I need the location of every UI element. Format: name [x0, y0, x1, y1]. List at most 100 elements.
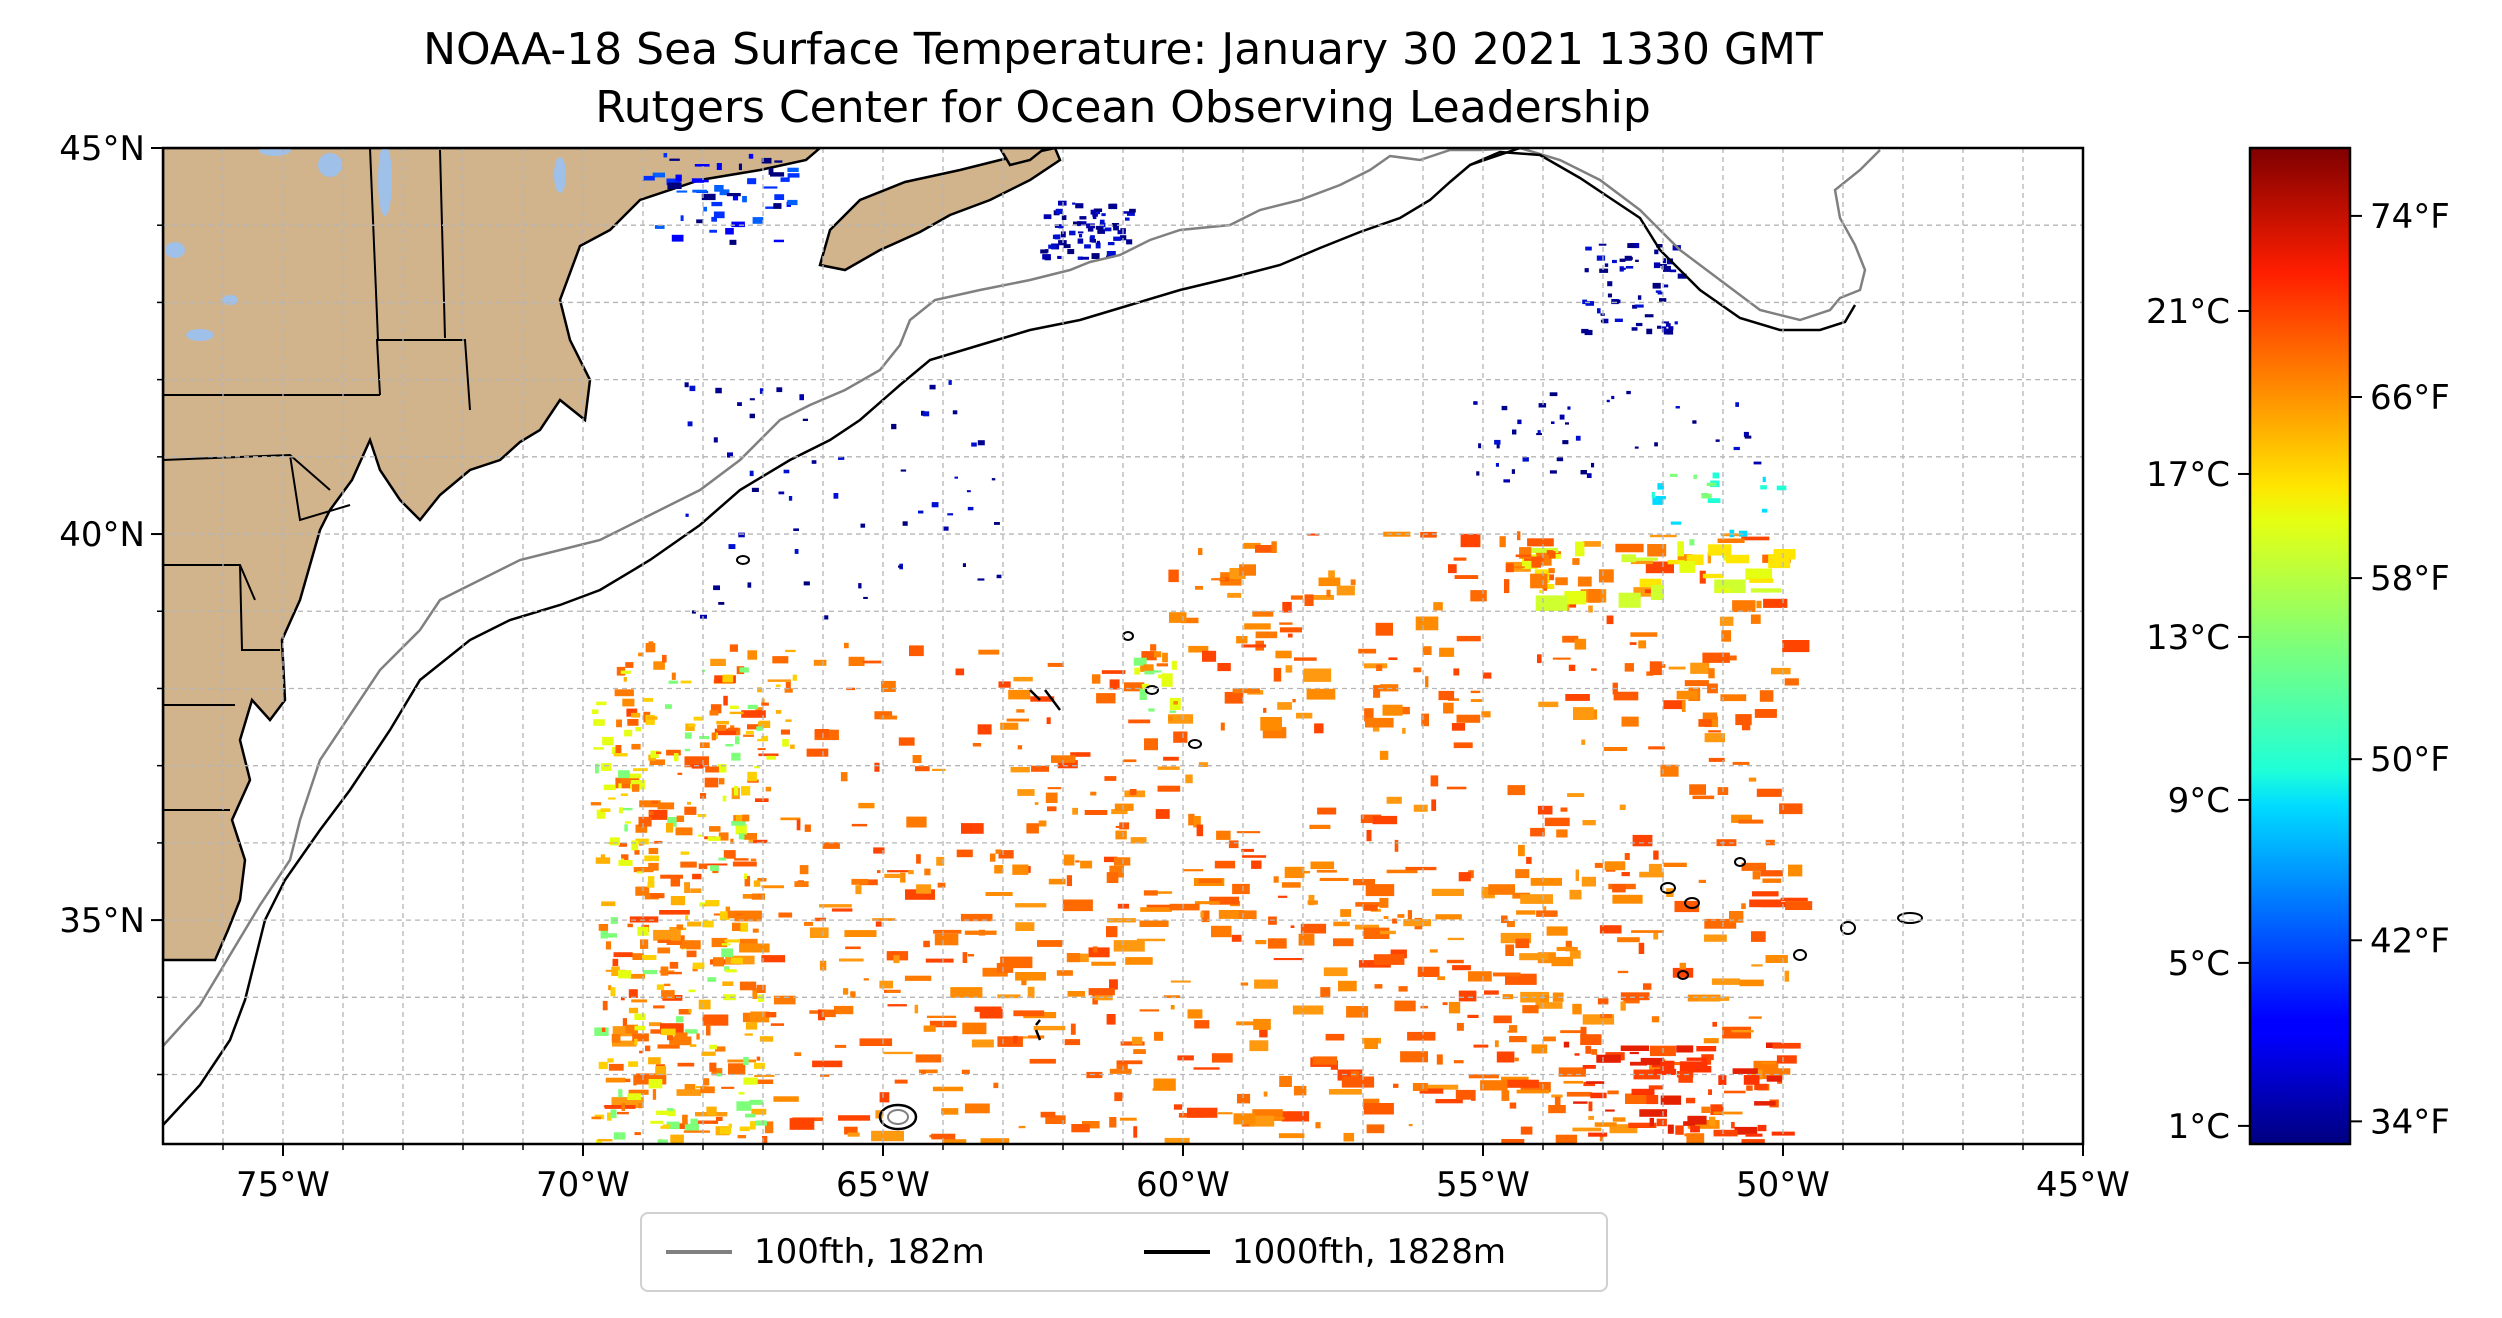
sst-pixel: [1451, 723, 1466, 731]
sst-pixel: [1364, 1038, 1378, 1049]
sst-pixel: [761, 157, 772, 164]
sst-pixel: [1290, 595, 1303, 600]
sst-pixel: [982, 967, 1008, 977]
sst-pixel: [1698, 996, 1730, 1001]
sst-pixel: [762, 1136, 768, 1144]
map-subtitle: Rutgers Center for Ocean Observing Leade…: [595, 82, 1651, 133]
sst-pixel: [1646, 328, 1653, 335]
sst-pixel: [1655, 290, 1662, 293]
sst-pixel: [1125, 957, 1153, 965]
sst-pixel: [1271, 541, 1277, 553]
sst-pixel: [1090, 235, 1095, 239]
sst-pixel: [602, 736, 614, 746]
sst-pixel: [1518, 844, 1525, 857]
sst-pixel: [1070, 752, 1091, 757]
sst-pixel: [1061, 215, 1067, 220]
sst-pixel: [709, 826, 721, 832]
sst-pixel: [611, 966, 620, 976]
sst-pixel: [1788, 864, 1803, 877]
sst-pixel: [1686, 1133, 1705, 1144]
sst-pixel: [1109, 203, 1118, 210]
sst-pixel: [669, 961, 679, 969]
sst-pixel: [1091, 961, 1116, 966]
sst-pixel: [1292, 1005, 1324, 1015]
sst-pixel: [1692, 795, 1715, 800]
sst-pixel: [1639, 578, 1662, 588]
sst-pixel: [1494, 1040, 1499, 1048]
sst-pixel: [671, 234, 684, 242]
lon-tick-label: 60°W: [1136, 1165, 1230, 1205]
sst-pixel: [1639, 871, 1664, 878]
sst-pixel: [657, 947, 671, 954]
sst-pixel: [715, 1046, 726, 1052]
sst-pixel: [1549, 574, 1554, 581]
sst-pixel: [615, 745, 622, 753]
sst-pixel: [1392, 918, 1398, 924]
sst-pixel: [654, 225, 665, 229]
sst-pixel: [1054, 224, 1062, 228]
sst-pixel: [942, 1139, 967, 1144]
sst-pixel: [1712, 1021, 1717, 1027]
sst-pixel: [1549, 470, 1557, 474]
sst-pixel: [915, 766, 930, 772]
sst-pixel: [1577, 576, 1592, 587]
sst-pixel: [1309, 824, 1331, 829]
bathymetry-contours: [163, 148, 1923, 1131]
sst-pixel: [1333, 938, 1354, 947]
sst-pixel: [702, 920, 714, 928]
sst-pixel: [1654, 1068, 1677, 1076]
sst-pixel: [879, 980, 893, 989]
sst-pixel: [1551, 956, 1574, 967]
sst-pixel: [1383, 916, 1389, 919]
sst-pixel: [1318, 577, 1341, 587]
sst-pixel: [1292, 698, 1296, 703]
sst-pixel: [1338, 980, 1357, 992]
sst-pixel: [923, 1025, 936, 1032]
sst-pixel: [603, 784, 616, 791]
sst-pixel: [1077, 238, 1084, 244]
sst-pixel: [1087, 227, 1094, 232]
sst-pixel: [1350, 579, 1356, 586]
sst-pixel: [1453, 1060, 1464, 1064]
lat-tick-label: 35°N: [59, 901, 145, 941]
sst-pixel: [648, 847, 659, 855]
sst-pixel: [1784, 678, 1799, 686]
sst-pixel: [1328, 570, 1335, 579]
sst-pixel: [1499, 536, 1506, 548]
sst-pixel: [1657, 325, 1662, 329]
sst-pixel: [1556, 457, 1564, 462]
sst-pixel: [1066, 875, 1072, 887]
sst-pixel: [1028, 1035, 1045, 1039]
sst-pixel: [1231, 934, 1242, 942]
sst-pixel: [1572, 1127, 1602, 1132]
sst-pixel: [1530, 573, 1548, 589]
sst-pixel: [1402, 727, 1406, 734]
sst-pixel: [697, 814, 707, 818]
sst-pixel: [1662, 258, 1667, 264]
sst-pixel: [1582, 541, 1601, 547]
sst-pixel: [1073, 221, 1082, 225]
sst-pixel: [1143, 890, 1158, 896]
sst-pixel: [1629, 256, 1633, 260]
sst-pixel: [628, 989, 638, 998]
sst-pixel: [1598, 569, 1614, 583]
sst-pixel: [699, 736, 710, 740]
sst-pixel: [662, 1124, 671, 1128]
sst-pixel: [685, 513, 689, 517]
sst-pixel: [1710, 1104, 1724, 1115]
sst-pixel: [727, 910, 736, 919]
sst-pixel: [1699, 570, 1706, 584]
sst-pixel: [1425, 676, 1429, 688]
sst-pixel: [752, 217, 764, 224]
sst-pixel: [710, 865, 719, 871]
sst-pixel: [1771, 667, 1791, 675]
sst-pixel: [1057, 760, 1078, 769]
sst-pixel: [1505, 944, 1514, 956]
sst-pixel: [602, 1000, 608, 1011]
sst-pixel: [1630, 632, 1658, 637]
sst-pixel: [1701, 1054, 1714, 1061]
sst-pixel: [1760, 870, 1783, 877]
colorbar-c-label: 21°C: [2146, 292, 2230, 332]
map-area[interactable]: [163, 144, 2083, 1150]
sst-pixel: [1045, 1115, 1066, 1124]
